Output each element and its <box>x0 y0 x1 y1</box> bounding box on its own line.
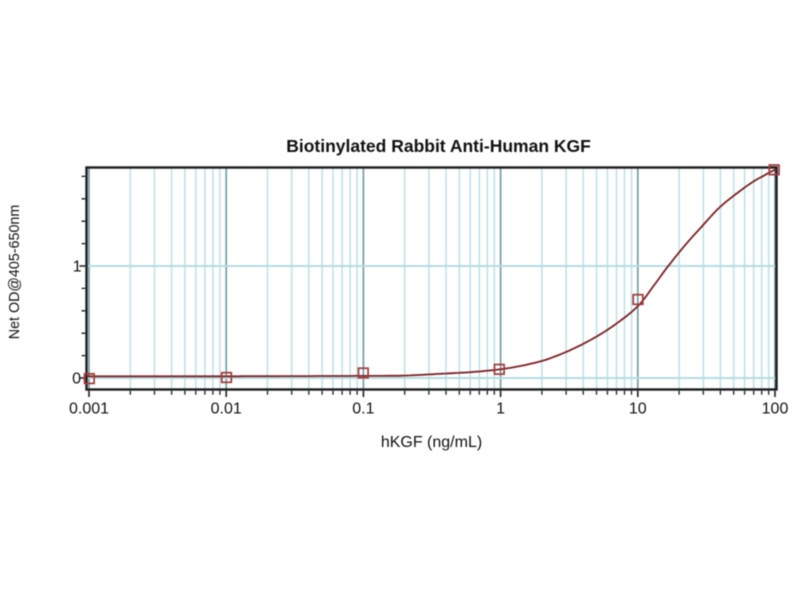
svg-text:0.001: 0.001 <box>69 401 109 418</box>
svg-text:0: 0 <box>72 371 81 388</box>
svg-text:1: 1 <box>496 401 505 418</box>
svg-text:Net OD@405-650nm: Net OD@405-650nm <box>7 205 23 340</box>
svg-text:Biotinylated Rabbit Anti-Human: Biotinylated Rabbit Anti-Human KGF <box>286 136 591 156</box>
svg-text:0.01: 0.01 <box>211 401 242 418</box>
svg-text:1: 1 <box>73 259 82 276</box>
svg-text:100: 100 <box>762 401 789 418</box>
svg-text:10: 10 <box>629 401 647 418</box>
svg-text:hKGF (ng/mL): hKGF (ng/mL) <box>381 434 482 451</box>
svg-text:0.1: 0.1 <box>352 401 374 418</box>
